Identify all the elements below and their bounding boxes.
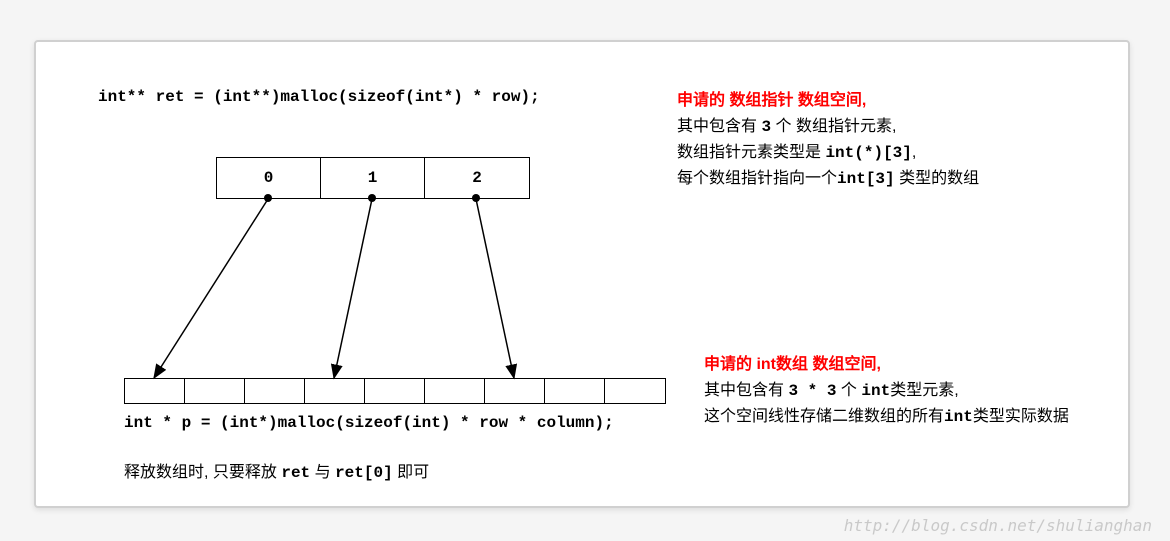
desc1-line1: 申请的 数组指针 数组空间, [677,92,866,109]
data-cell [545,379,605,403]
pointer-cell-2: 2 [425,158,529,198]
desc2-l2b: 3 * 3 [788,382,836,400]
data-array [124,378,666,404]
pointer-cell-1: 1 [321,158,425,198]
rel-e: 即可 [393,464,429,481]
data-cell [605,379,665,403]
desc1-l4a: 每个数组指针指向一个 [677,170,837,187]
pointer-dot-2 [472,194,480,202]
code-top: int** ret = (int**)malloc(sizeof(int*) *… [98,88,540,106]
desc2-l2d: int [861,382,890,400]
desc2-l2c: 个 [836,382,861,399]
desc1-l2b: 3 [761,118,771,136]
data-cell [425,379,485,403]
desc1-l3a: 数组指针元素类型是 [677,144,825,161]
watermark: http://blog.csdn.net/shulianghan [844,516,1152,535]
rel-c: 与 [310,464,335,481]
desc2-l2a: 其中包含有 [704,382,788,399]
desc1-l4b: int[3] [837,170,895,188]
data-cell [125,379,185,403]
desc2-l3c: 类型实际数据 [973,408,1069,425]
diagram-frame: int** ret = (int**)malloc(sizeof(int*) *… [34,40,1130,508]
desc-data-array: 申请的 int数组 数组空间, 其中包含有 3 * 3 个 int类型元素, 这… [704,352,1069,430]
data-cell [245,379,305,403]
data-cell [185,379,245,403]
desc-pointer-array: 申请的 数组指针 数组空间, 其中包含有 3 个 数组指针元素, 数组指针元素类… [677,88,979,192]
pointer-array: 0 1 2 [216,157,530,199]
desc1-l2a: 其中包含有 [677,118,761,135]
data-cell [365,379,425,403]
rel-b: ret [281,464,310,482]
desc1-l3c: , [912,144,916,161]
code-bottom: int * p = (int*)malloc(sizeof(int) * row… [124,414,614,432]
desc2-l3b: int [944,408,973,426]
data-cell [485,379,545,403]
pointer-dot-0 [264,194,272,202]
pointer-cell-0: 0 [217,158,321,198]
desc2-l2e: 类型元素, [890,382,958,399]
data-cell [305,379,365,403]
desc2-line1: 申请的 int数组 数组空间, [704,356,881,373]
rel-d: ret[0] [335,464,393,482]
desc1-l3b: int(*)[3] [825,144,911,162]
pointer-dot-1 [368,194,376,202]
release-note: 释放数组时, 只要释放 ret 与 ret[0] 即可 [124,460,429,486]
rel-a: 释放数组时, 只要释放 [124,464,281,481]
desc1-l4c: 类型的数组 [895,170,979,187]
desc1-l2c: 个 数组指针元素, [771,118,896,135]
desc2-l3a: 这个空间线性存储二维数组的所有 [704,408,944,425]
